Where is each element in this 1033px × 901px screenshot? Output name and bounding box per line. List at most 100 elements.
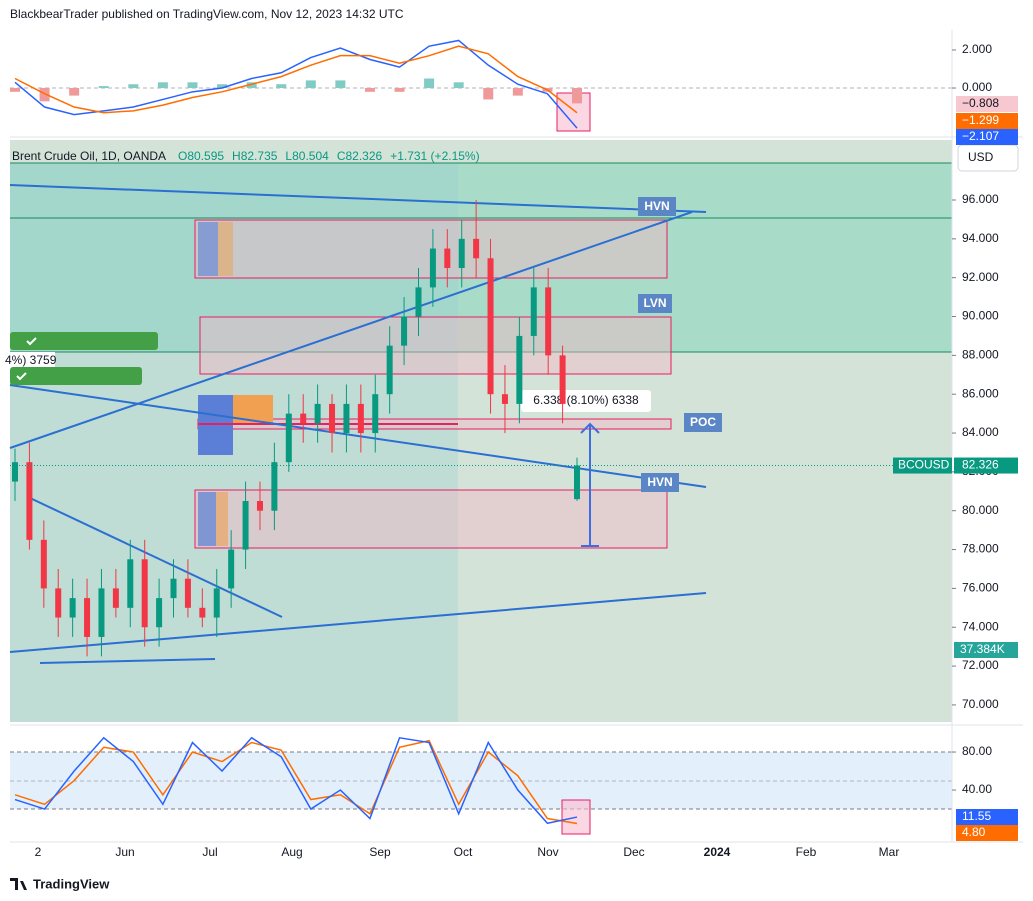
- histogram-bar: [424, 78, 435, 89]
- candle-body: [314, 403, 321, 424]
- histogram-bar: [453, 82, 464, 89]
- x-tick-label: Aug: [281, 845, 302, 859]
- candle-body: [429, 248, 436, 288]
- y-tick-label: 40.00: [962, 782, 992, 796]
- candle-body: [386, 345, 393, 395]
- candle-body: [141, 559, 148, 628]
- macd-line: [14, 39, 578, 129]
- last-value-label: 4.80: [962, 825, 986, 839]
- y-tick-label: 92.000: [962, 270, 999, 284]
- price-tag: [954, 457, 1018, 474]
- histogram-bar: [305, 80, 316, 89]
- price-value: 82.326: [962, 458, 999, 472]
- volume-tag: [954, 642, 1018, 658]
- candle-body: [473, 238, 480, 259]
- last-value-tag: [956, 825, 1018, 841]
- candle-body: [184, 578, 191, 608]
- zone-label: HVN: [644, 199, 669, 213]
- histogram-bar: [512, 88, 523, 96]
- last-value-label: −1.299: [962, 113, 999, 127]
- last-value-label: −0.808: [962, 96, 999, 110]
- x-tick-label: 2024: [704, 845, 731, 859]
- histogram-bar: [217, 84, 228, 89]
- candle-body: [156, 598, 163, 628]
- candle-body: [329, 403, 336, 434]
- volume-profile: [198, 222, 273, 546]
- zone-tag: [638, 197, 676, 216]
- legend-value: L80.504: [285, 149, 329, 163]
- profile-zone: [199, 316, 672, 375]
- candle-body: [559, 355, 566, 404]
- profile-bar: [198, 222, 218, 276]
- x-tick-label: Feb: [796, 845, 817, 859]
- histogram-bar: [98, 86, 109, 89]
- last-value-label: 11.55: [962, 809, 991, 823]
- zone-band: [10, 163, 952, 352]
- zone-label: POC: [690, 415, 716, 429]
- candle-body: [545, 287, 552, 356]
- trendline: [29, 497, 283, 618]
- legend-title: Brent Crude Oil, 1D, OANDA: [12, 149, 166, 163]
- candle-body: [242, 501, 249, 550]
- measure-label: 6.338 (8.10%) 6338: [533, 393, 639, 407]
- currency[interactable]: USD: [968, 150, 994, 164]
- badge: [10, 367, 142, 385]
- profile-bar: [198, 492, 216, 546]
- check-icon: [26, 337, 37, 346]
- volume-label: 37.384K: [960, 642, 1005, 656]
- trendline: [9, 211, 693, 449]
- histogram-bar: [39, 88, 50, 102]
- candle-body: [415, 287, 422, 317]
- x-tick-label: Oct: [454, 845, 473, 859]
- candle-body: [574, 465, 580, 500]
- y-tick-label: 90.000: [962, 309, 999, 323]
- histogram-bar: [187, 82, 198, 89]
- y-tick-label: 72.000: [962, 658, 999, 672]
- candle-body: [300, 413, 307, 424]
- y-tick-label: 0.000: [962, 80, 992, 94]
- footer: TradingView: [33, 876, 110, 891]
- check-icon: [16, 372, 27, 381]
- candle-body: [12, 462, 18, 482]
- x-tick-label: Jul: [202, 845, 217, 859]
- candle-body: [26, 462, 33, 540]
- histogram-bar: [364, 88, 375, 92]
- legend-value: +1.731 (+2.15%): [390, 149, 479, 163]
- candle-body: [55, 588, 62, 618]
- logo: [10, 878, 27, 890]
- badge: [0, 352, 55, 370]
- y-tick-label: 80.00: [962, 744, 992, 758]
- candle-body: [444, 248, 451, 268]
- last-value-tag: [956, 809, 1018, 825]
- candle-body: [458, 238, 465, 268]
- candle-body: [516, 335, 523, 404]
- histogram-bar: [246, 82, 257, 89]
- histogram-bar: [335, 80, 346, 89]
- candle-body: [530, 287, 537, 336]
- badge: [10, 332, 158, 350]
- histogram-bar: [157, 82, 168, 89]
- x-tick-label: Mar: [879, 845, 900, 859]
- candle-body: [213, 588, 220, 618]
- y-tick-label: 2.000: [962, 42, 992, 56]
- zone-tag: [638, 294, 672, 313]
- x-tick-label: Dec: [623, 845, 644, 859]
- zone-label: LVN: [643, 296, 666, 310]
- candle-body: [357, 403, 364, 434]
- profile-bar: [218, 222, 233, 276]
- stoch-k-line: [14, 736, 578, 825]
- candle-body: [343, 403, 350, 434]
- candle-body: [285, 413, 292, 463]
- candle-body: [98, 588, 105, 637]
- stoch-d-line: [14, 739, 578, 825]
- header: BlackbearTrader published on TradingView…: [10, 7, 404, 21]
- x-tick-label: Nov: [537, 845, 558, 859]
- candle-body: [112, 588, 119, 608]
- histogram-bar: [572, 88, 582, 104]
- x-tick-label: Sep: [369, 845, 391, 859]
- histogram-bar: [69, 88, 80, 96]
- histogram-bar: [128, 84, 139, 89]
- price-tag: [893, 457, 952, 474]
- y-tick-label: 88.000: [962, 348, 999, 362]
- signal-line: [14, 45, 578, 114]
